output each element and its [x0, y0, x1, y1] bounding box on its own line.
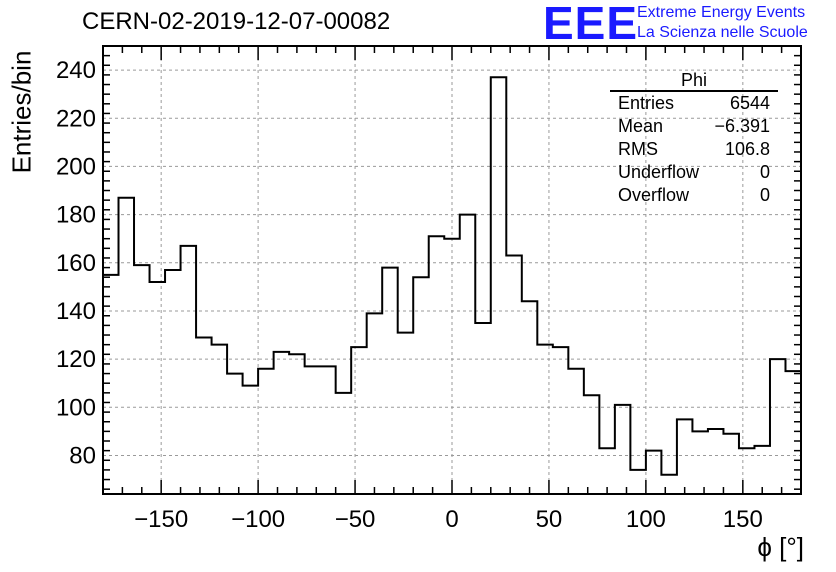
stats-label: Overflow: [618, 185, 690, 205]
y-tick-label: 160: [56, 250, 96, 277]
stats-row: Underflow 0: [610, 161, 778, 184]
y-tick-label: 200: [56, 153, 96, 180]
x-tick-label: −150: [134, 506, 188, 533]
y-axis-label: Entries/bin: [6, 50, 37, 174]
histogram-line: [103, 76, 801, 476]
x-axis-label: ϕ [°]: [757, 532, 804, 562]
stats-label: RMS: [618, 139, 658, 159]
eee-logo: EEE: [543, 0, 639, 49]
stats-label: Underflow: [618, 162, 700, 182]
y-tick-label: 180: [56, 202, 96, 229]
x-tick-label: −100: [231, 506, 285, 533]
y-tick-label: 140: [56, 298, 96, 325]
y-tick-labels: 80 100 120 140 160 180 200 220 240: [56, 57, 96, 469]
x-tick-labels: −150 −100 −50 0 50 100 150: [134, 506, 763, 533]
y-tick-label: 220: [56, 105, 96, 132]
x-tick-label: 50: [536, 506, 563, 533]
stats-row: Overflow 0: [610, 184, 778, 207]
logo-line-2: La Scienza nelle Scuole: [637, 24, 808, 41]
stats-value: 106.8: [724, 139, 770, 159]
stats-value: 0: [759, 185, 770, 205]
x-tick-label: 100: [626, 506, 666, 533]
stats-row: RMS 106.8: [610, 138, 778, 161]
stats-row: Entries 6544: [610, 92, 778, 115]
stats-value: −6.391: [714, 116, 770, 136]
y-tick-label: 240: [56, 57, 96, 84]
x-tick-label: 150: [723, 506, 763, 533]
x-tick-label: −50: [335, 506, 376, 533]
stats-box: Phi Entries 6544 Mean −6.391 RMS 106.8 Unde…: [610, 70, 778, 207]
stats-row: Mean −6.391: [610, 115, 778, 138]
stats-box-title: Phi: [610, 70, 778, 92]
stats-label: Mean: [618, 116, 664, 136]
stats-label: Entries: [618, 93, 675, 113]
stats-value: 0: [759, 162, 770, 182]
x-tick-label: 0: [445, 506, 458, 533]
stats-value: 6544: [729, 93, 770, 113]
plot-frame: [102, 45, 802, 495]
logo-line-1: Extreme Energy Events: [637, 4, 806, 21]
axis-ticks: [102, 45, 802, 494]
grid-lines: [103, 46, 801, 494]
y-tick-label: 100: [56, 394, 96, 421]
y-tick-label: 80: [69, 442, 96, 469]
y-tick-label: 120: [56, 346, 96, 373]
run-title: CERN-02-2019-12-07-00082: [82, 8, 391, 35]
